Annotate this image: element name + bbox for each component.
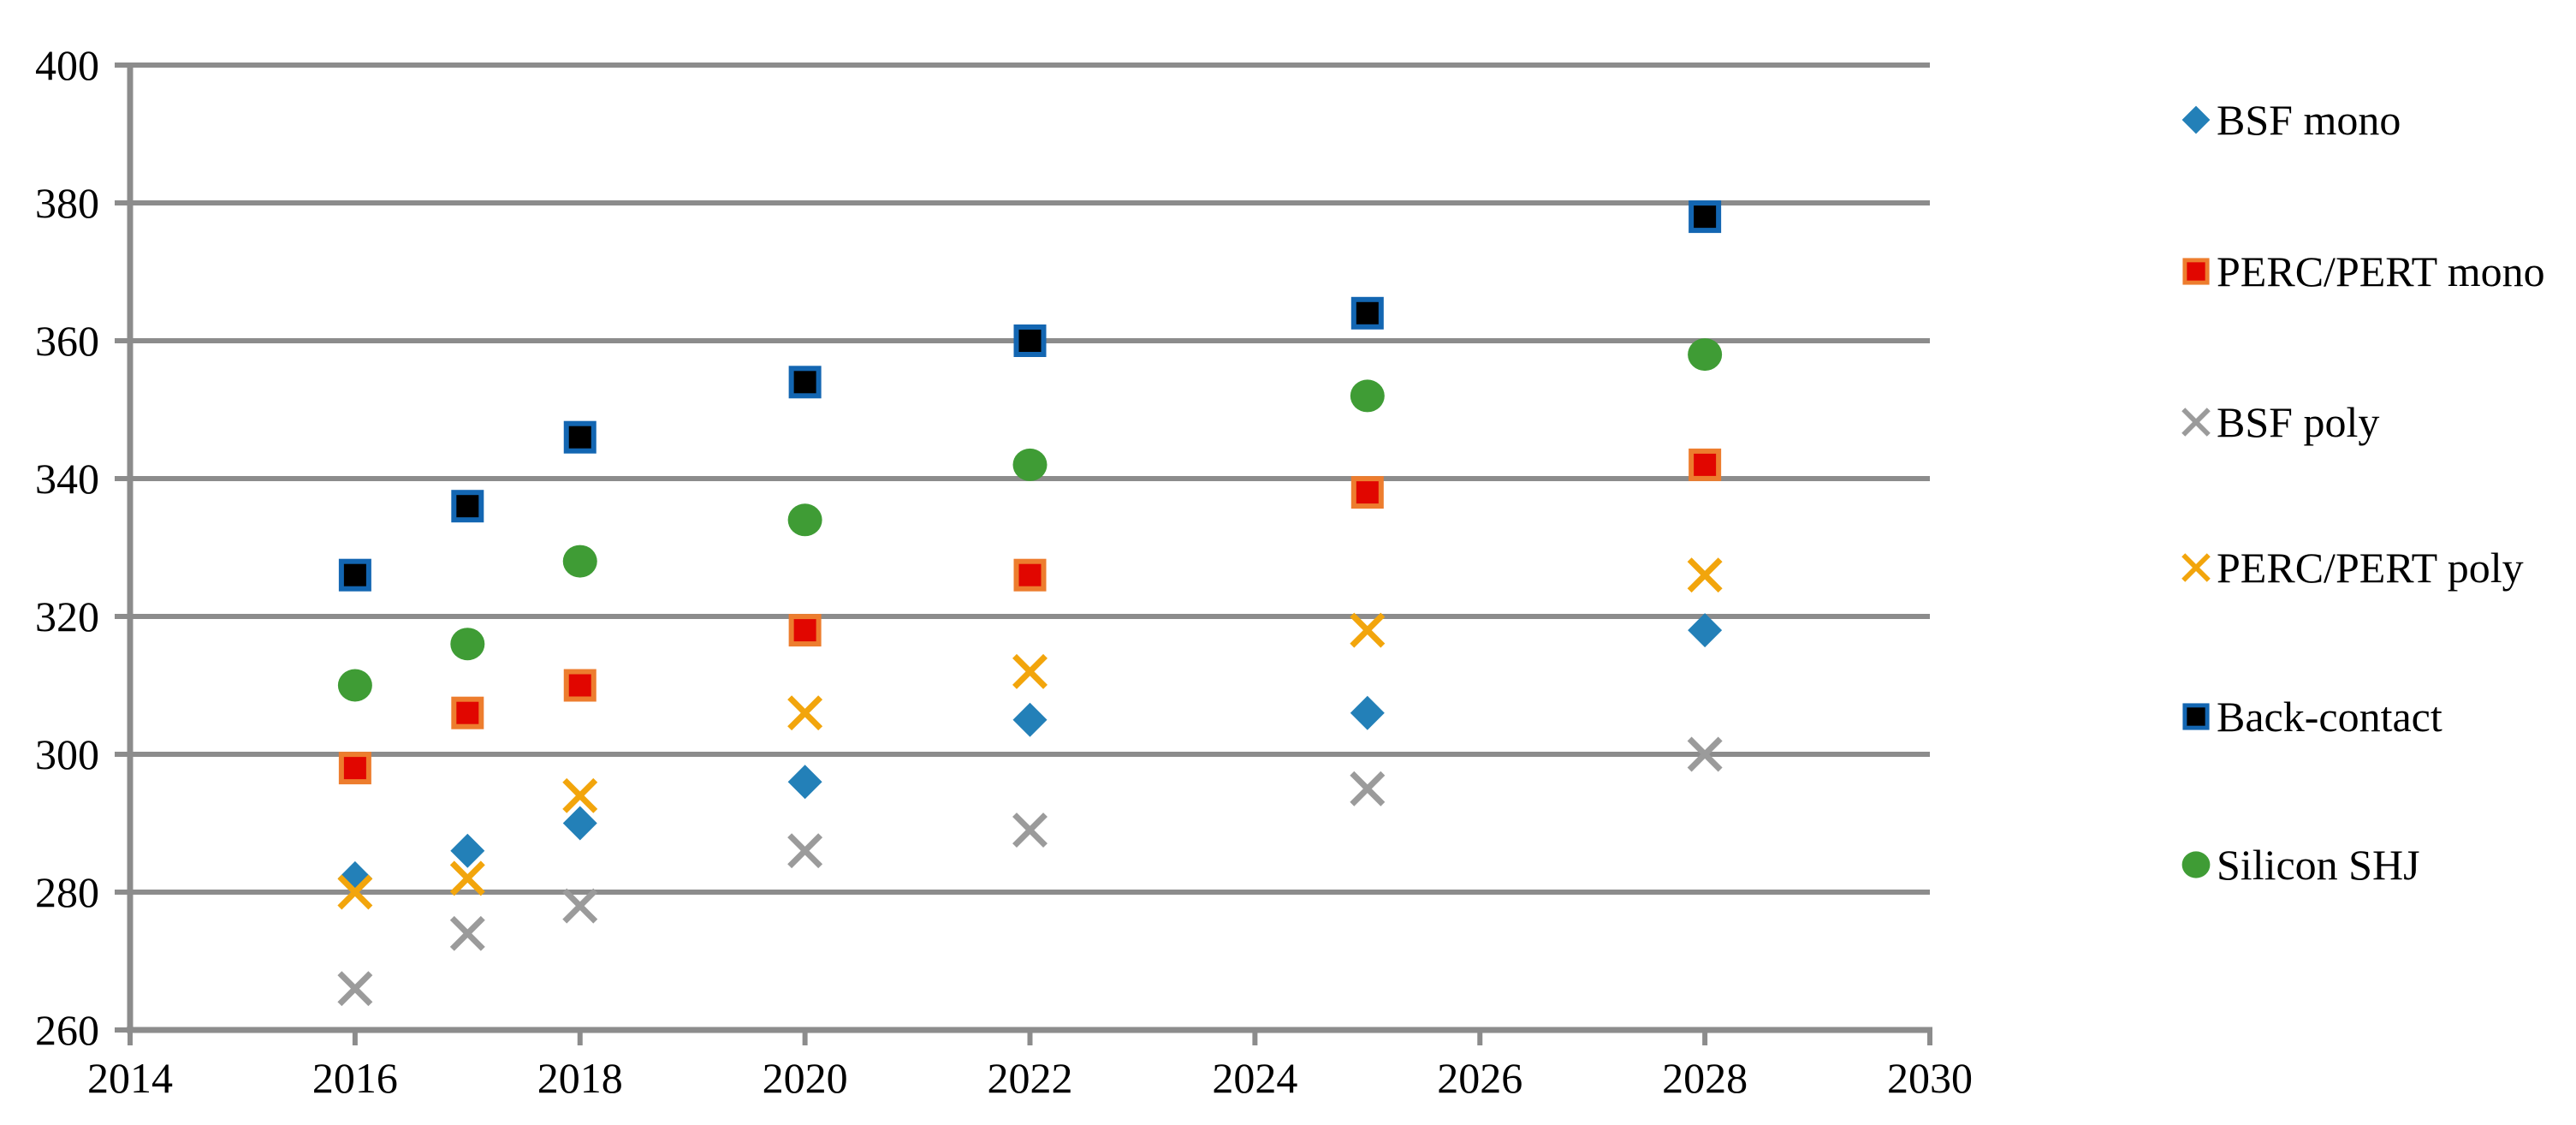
marker-silicon-shj-2017 — [450, 628, 485, 661]
marker-bsf-mono-2017 — [450, 833, 485, 868]
marker-silicon-shj-2020 — [787, 503, 822, 537]
marker-back-contact-2028 — [1689, 200, 1722, 234]
marker-silicon-shj-2028 — [1688, 338, 1723, 372]
marker-back-contact-2018 — [563, 420, 597, 454]
marker-bsf-poly-2017 — [449, 915, 485, 951]
series-perc-pert-poly — [337, 557, 1723, 910]
marker-bsf-poly-2018 — [562, 888, 598, 924]
y-tick-label-260: 260 — [35, 1006, 99, 1054]
marker-perc-pert-poly-2028 — [1687, 557, 1723, 593]
marker-perc-pert-mono-2025 — [1350, 476, 1384, 509]
x-tick-label-2020: 2020 — [763, 1054, 848, 1102]
marker-back-contact-2017 — [451, 490, 484, 523]
y-tick-label-340: 340 — [35, 455, 99, 503]
marker-perc-pert-poly-2018 — [562, 777, 598, 813]
y-tick-label-280: 280 — [35, 868, 99, 916]
marker-perc-pert-mono-2020 — [788, 614, 822, 647]
marker-bsf-poly-2022 — [1012, 812, 1048, 848]
marker-silicon-shj-2022 — [1012, 448, 1048, 481]
marker-silicon-shj-2018 — [562, 545, 597, 578]
x-tick-label-2028: 2028 — [1662, 1054, 1748, 1102]
marker-back-contact-2022 — [1013, 324, 1047, 357]
marker-perc-pert-mono-2016 — [338, 752, 371, 785]
series-perc-pert-mono — [338, 448, 1722, 785]
x-tick-label-2018: 2018 — [537, 1054, 623, 1102]
y-tick-label-300: 300 — [35, 730, 99, 778]
x-tick-label-2030: 2030 — [1887, 1054, 1973, 1102]
marker-back-contact-2016 — [338, 558, 371, 592]
marker-perc-pert-mono-2017 — [451, 696, 484, 729]
marker-back-contact-2025 — [1350, 296, 1384, 330]
series-back-contact — [338, 200, 1722, 592]
x-tick-label-2016: 2016 — [312, 1054, 398, 1102]
marker-perc-pert-poly-2016 — [337, 874, 373, 910]
marker-bsf-poly-2028 — [1687, 736, 1723, 772]
series-silicon-shj — [337, 338, 1723, 702]
x-tick-label-2024: 2024 — [1212, 1054, 1297, 1102]
x-tick-label-2014: 2014 — [87, 1054, 173, 1102]
series-bsf-poly — [337, 736, 1723, 1007]
marker-perc-pert-mono-2022 — [1013, 558, 1047, 592]
marker-bsf-mono-2022 — [1012, 702, 1048, 737]
y-tick-label-380: 380 — [35, 179, 99, 227]
marker-bsf-mono-2020 — [787, 765, 822, 800]
marker-perc-pert-poly-2020 — [787, 695, 823, 731]
marker-bsf-mono-2028 — [1688, 613, 1723, 648]
x-tick-label-2026: 2026 — [1437, 1054, 1522, 1102]
marker-bsf-poly-2025 — [1350, 771, 1386, 807]
marker-perc-pert-poly-2017 — [449, 860, 485, 896]
marker-silicon-shj-2025 — [1350, 379, 1385, 413]
marker-bsf-poly-2020 — [787, 833, 823, 869]
y-tick-label-400: 400 — [35, 41, 99, 89]
marker-bsf-poly-2016 — [337, 971, 373, 1007]
x-tick-label-2022: 2022 — [988, 1054, 1073, 1102]
series-bsf-mono — [337, 613, 1723, 896]
marker-perc-pert-mono-2028 — [1689, 448, 1722, 481]
marker-bsf-mono-2018 — [562, 806, 597, 841]
marker-perc-pert-mono-2018 — [563, 669, 597, 702]
y-tick-label-320: 320 — [35, 592, 99, 640]
marker-back-contact-2020 — [788, 366, 822, 399]
marker-bsf-mono-2025 — [1350, 695, 1385, 730]
marker-perc-pert-poly-2022 — [1012, 653, 1048, 689]
marker-perc-pert-poly-2025 — [1350, 612, 1386, 648]
marker-silicon-shj-2016 — [337, 669, 372, 702]
y-tick-label-360: 360 — [35, 317, 99, 365]
